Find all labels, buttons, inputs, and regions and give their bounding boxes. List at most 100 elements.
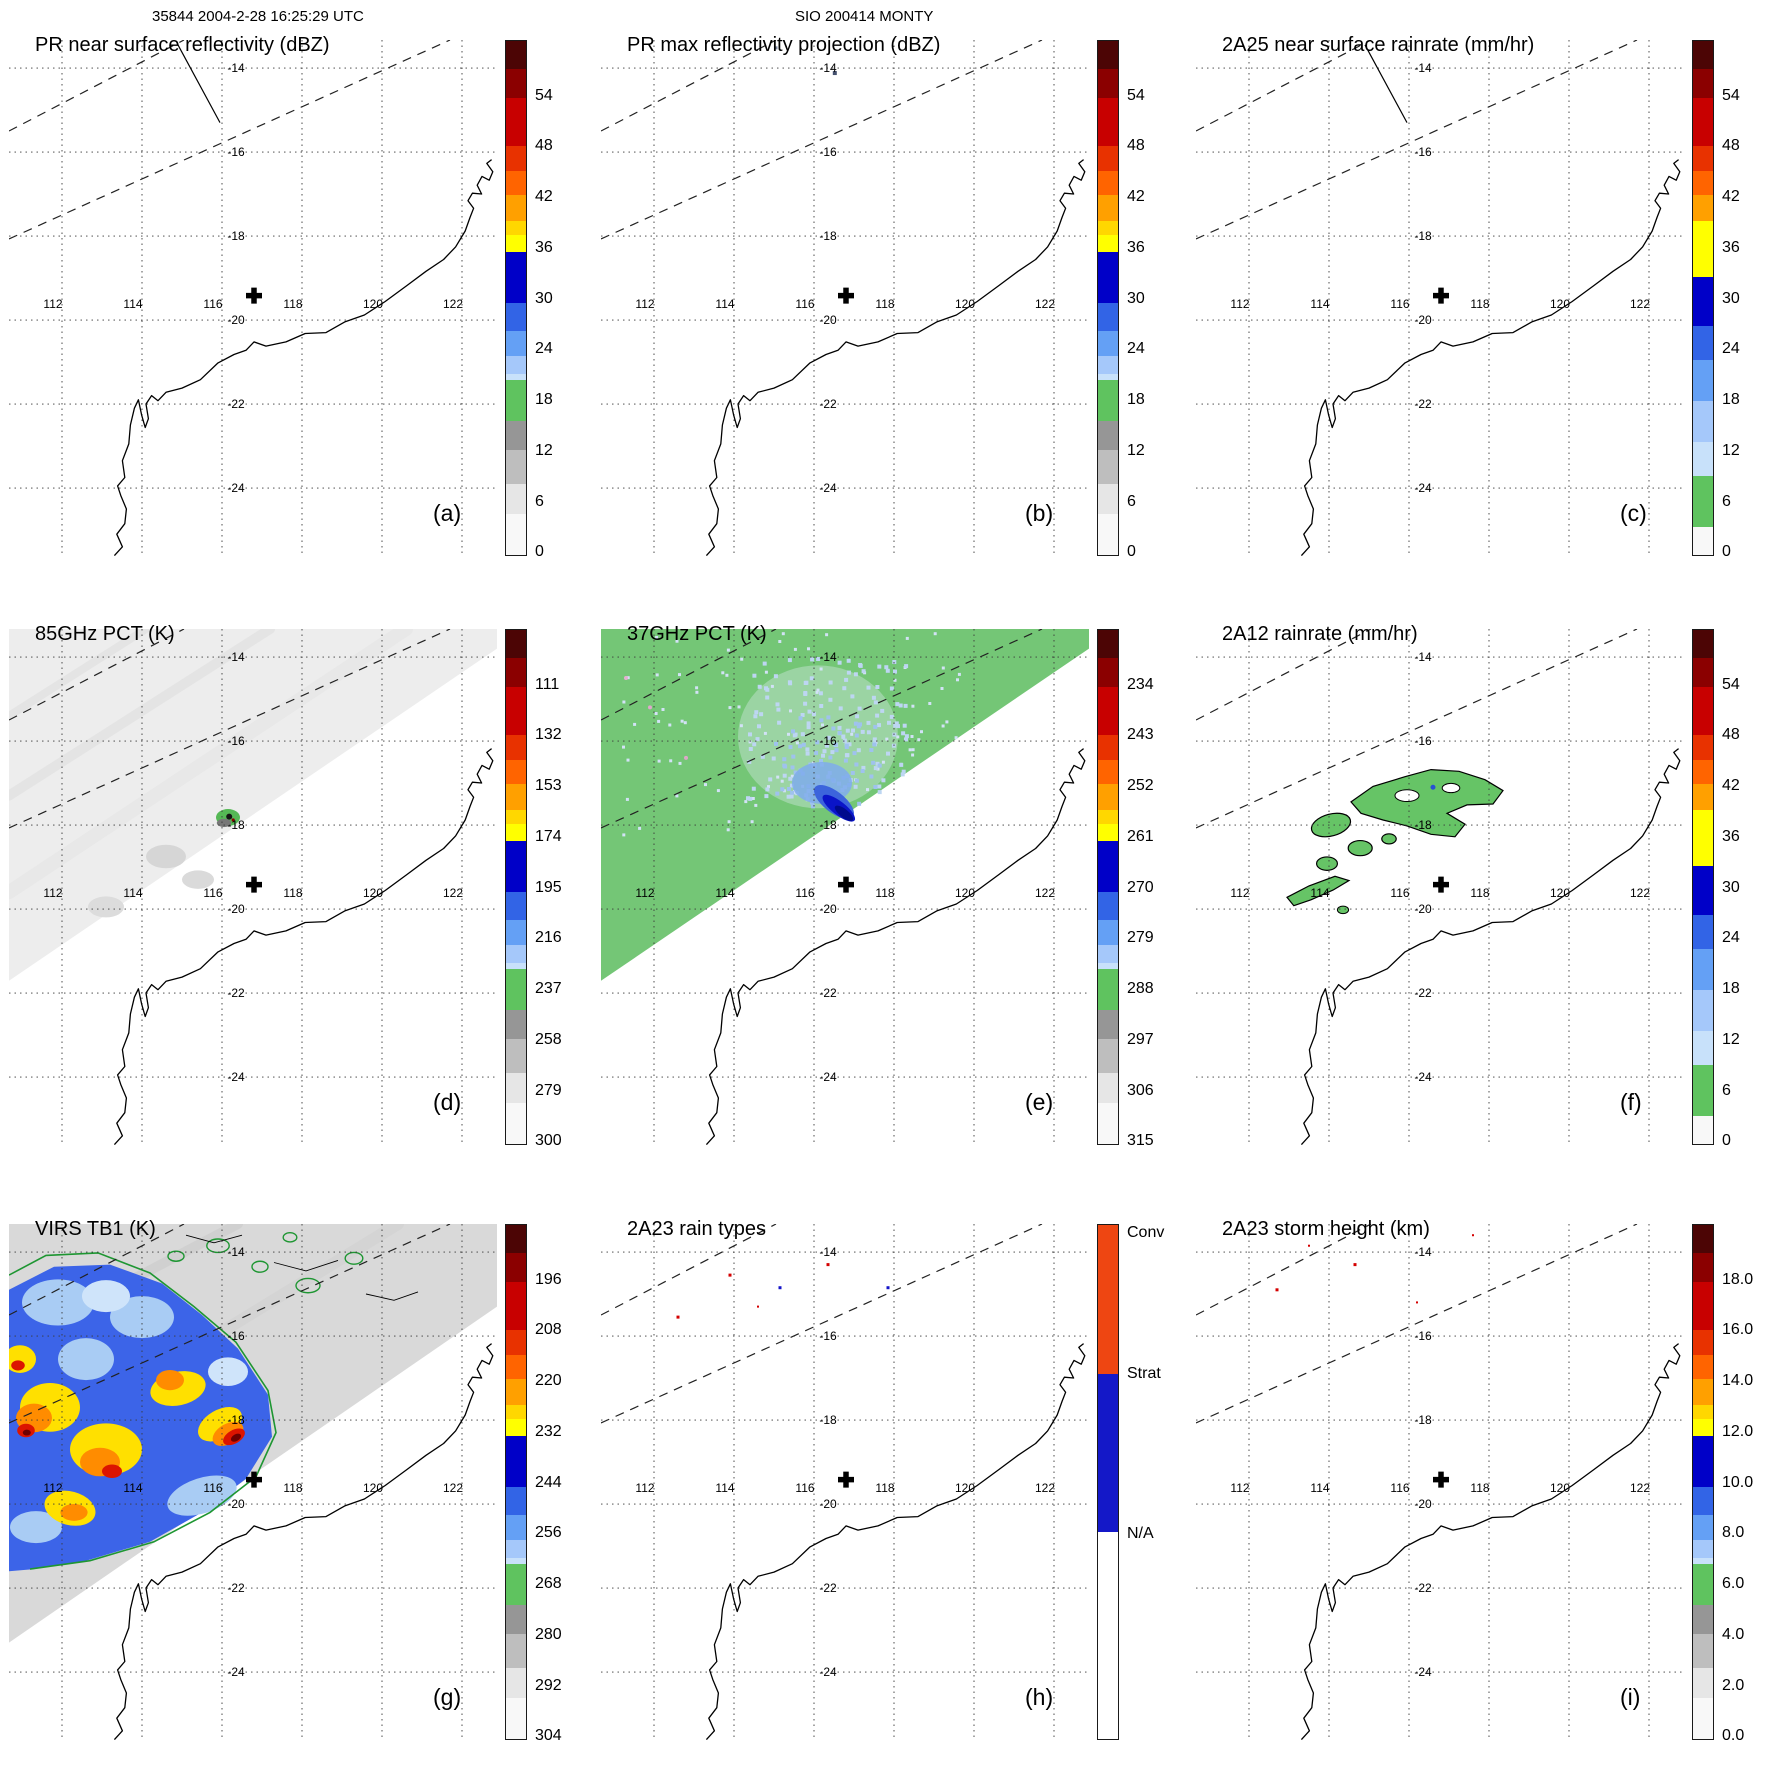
colorbar-tick-label: 234 xyxy=(1127,676,1154,693)
speckle xyxy=(873,766,878,771)
speckle xyxy=(941,666,945,670)
colorbar-tick-label: 268 xyxy=(535,1575,562,1592)
grid-label-lon: 114 xyxy=(715,886,734,900)
grid-label-lon: 112 xyxy=(43,297,62,311)
speckle xyxy=(683,721,687,725)
colorbar-tick-label: 10.0 xyxy=(1722,1474,1754,1491)
colorbar-d xyxy=(505,629,527,1145)
colorbar-segment xyxy=(1693,630,1713,659)
speckle xyxy=(744,800,748,804)
colorbar-tick-label: 48 xyxy=(535,137,553,154)
grid-label-lat: -14 xyxy=(227,650,245,664)
colorbar-tick-label: 279 xyxy=(535,1082,562,1099)
speckle xyxy=(904,734,909,739)
speckle xyxy=(851,728,855,733)
colorbar-tick-label: 42 xyxy=(1127,188,1145,205)
colorbar-tick-label: 24 xyxy=(1722,340,1740,357)
colorbar-c xyxy=(1692,40,1714,556)
colorbar-segment xyxy=(506,1404,526,1420)
swath-edge-dashed xyxy=(9,40,451,240)
colorbar-segment xyxy=(1693,1329,1713,1355)
colorbar-segment xyxy=(1693,325,1713,360)
speckle xyxy=(782,773,787,778)
speckle xyxy=(861,669,866,674)
speckle xyxy=(726,828,730,832)
data-streak xyxy=(9,629,275,801)
speckle xyxy=(811,712,816,717)
colorbar-tick-label: 0 xyxy=(1722,543,1731,560)
grid-label-lat: -20 xyxy=(819,313,837,327)
speckle xyxy=(893,669,897,674)
colorbar-segment xyxy=(1098,374,1118,381)
swath-edge-dashed xyxy=(601,1224,777,1316)
speckle xyxy=(633,722,637,726)
colorbar-segment xyxy=(506,449,526,484)
grid-label-lon: 118 xyxy=(875,297,894,311)
colorbar-tick-label: 24 xyxy=(1127,340,1145,357)
speckle xyxy=(854,778,859,783)
colorbar-segment xyxy=(1693,220,1713,278)
speckle xyxy=(928,702,932,705)
colorbar-segment xyxy=(506,759,526,785)
grid-label-lon: 112 xyxy=(43,886,62,900)
colorbar-segment xyxy=(506,421,526,450)
colorbar-segment xyxy=(506,145,526,171)
colorbar-segment xyxy=(1693,1281,1713,1330)
panel-letter: (b) xyxy=(1025,500,1054,526)
colorbar-segment xyxy=(506,1605,526,1634)
grid-label-lon: 112 xyxy=(635,1481,654,1495)
speckle xyxy=(877,723,881,728)
grid-label-lat: -16 xyxy=(227,1329,245,1343)
panel-h: 112 114 116 118 120 122 -14 -16 -18 -20 -22 -24 Con… xyxy=(601,1218,1179,1758)
colorbar-segment xyxy=(1693,948,1713,990)
colorbar-segment xyxy=(506,824,526,841)
speckle xyxy=(853,672,858,677)
colorbar-tick-label: 153 xyxy=(535,777,562,794)
grid-label-lon: 114 xyxy=(1310,297,1329,311)
colorbar-segment xyxy=(506,1667,526,1699)
data-dot xyxy=(231,818,235,822)
speckle xyxy=(789,709,792,713)
colorbar-tick-label: 297 xyxy=(1127,1031,1154,1048)
speckle xyxy=(847,742,852,747)
speckle xyxy=(873,785,878,789)
grid-label-lat: -22 xyxy=(819,986,837,1000)
speckle xyxy=(866,730,871,735)
panel-title: 37GHz PCT (K) xyxy=(627,623,767,645)
cbar-labels-g: 196 208 220 232 244 256 268 280 292 304 xyxy=(535,1224,587,1744)
grid-label-lon: 118 xyxy=(1470,886,1489,900)
colorbar-segment xyxy=(1098,892,1118,921)
speckle xyxy=(675,639,679,643)
speckle xyxy=(844,753,849,758)
colorbar-tick-label: 288 xyxy=(1127,980,1154,997)
colorbar-i xyxy=(1692,1224,1714,1740)
grid-label-lon: 118 xyxy=(283,297,302,311)
speckle xyxy=(822,749,827,754)
speckle xyxy=(790,774,794,778)
swath-edge-dashed xyxy=(1196,40,1638,240)
colorbar-tick-label: 6 xyxy=(1722,493,1731,510)
speckle xyxy=(843,758,848,763)
speckle xyxy=(889,686,894,691)
speckle xyxy=(828,697,833,702)
map-h: 112 114 116 118 120 122 -14 -16 -18 -20 -22 -24 xyxy=(601,1224,1089,1740)
speckle xyxy=(828,680,833,685)
grid-label-lon: 116 xyxy=(795,297,814,311)
map-d: 112 114 116 118 120 122 -14 -16 -18 -20 -22 -24 xyxy=(9,629,497,1145)
map-b: 112 114 116 118 120 122 -14 -16 -18 -20 -22 -24 xyxy=(601,40,1089,556)
grid-label-lon: 122 xyxy=(443,1481,463,1495)
colorbar-tick-label: 6 xyxy=(1722,1082,1731,1099)
colorbar-segment xyxy=(506,969,526,1011)
colorbar-segment xyxy=(506,920,526,946)
colorbar-tick-label: 30 xyxy=(535,290,553,307)
colorbar-segment xyxy=(1693,1564,1713,1606)
grid-label-lon: 112 xyxy=(635,886,654,900)
colorbar-segment xyxy=(1098,421,1118,450)
speckle xyxy=(764,670,768,674)
grid-label-lon: 114 xyxy=(123,886,142,900)
grid-label-lon: 118 xyxy=(1470,1481,1489,1495)
cbar-labels-i: 18.0 16.0 14.0 12.0 10.0 8.0 6.0 4.0 2.0 0.0 xyxy=(1722,1224,1771,1744)
grid-label-lon: 116 xyxy=(795,1481,814,1495)
colorbar-segment xyxy=(1098,170,1118,196)
speckle xyxy=(869,774,874,779)
